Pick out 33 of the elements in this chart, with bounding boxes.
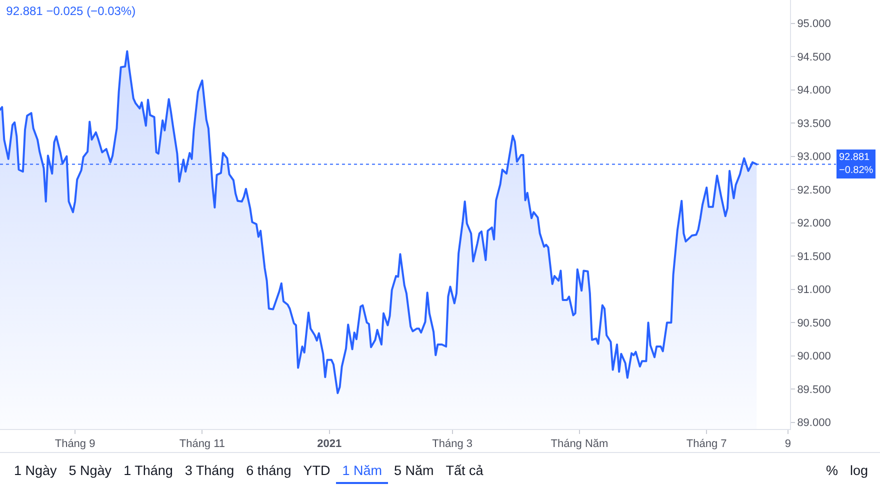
range-label: Tất cả <box>444 462 484 480</box>
x-tick-label: Tháng 3 <box>432 438 473 450</box>
y-tick-label: 91.500 <box>797 250 831 263</box>
y-tick-label: 90.000 <box>797 350 831 363</box>
range-label: 1 Ngày <box>13 462 58 480</box>
chart-title: 92.881 −0.025 (−0.03%) <box>6 4 136 18</box>
range-label: 3 Tháng <box>184 462 236 480</box>
x-tick-label: Tháng Năm <box>550 438 608 450</box>
selected-range-tab: 1 Năm <box>336 458 388 484</box>
ref-line-label: 92.881 −0.82% <box>839 152 874 176</box>
y-tick-label: 92.500 <box>797 184 831 196</box>
x-tick-label: Tháng 9 <box>54 438 96 450</box>
range-label: YTD <box>302 462 332 480</box>
y-tick-label: 95.000 <box>797 18 831 30</box>
x-tick-label: 9 <box>784 438 791 450</box>
y-tick-label: 94.500 <box>797 51 831 64</box>
y-tick-label: 89.500 <box>797 384 831 396</box>
x-tick-label: 2021 <box>317 438 342 450</box>
range-label: 5 Ngày <box>68 462 113 480</box>
y-tick-label: 89.000 <box>797 417 831 430</box>
scale-label: log <box>848 462 869 480</box>
x-tick-label: Tháng 11 <box>179 438 226 450</box>
scale-label: % <box>824 462 839 480</box>
y-tick-label: 91.000 <box>797 284 831 296</box>
y-tick-label: 92.000 <box>797 218 831 230</box>
x-tick-label: Tháng 7 <box>686 438 727 450</box>
range-label: 6 tháng <box>245 462 292 480</box>
range-label: 5 Năm <box>392 462 435 480</box>
y-tick-label: 90.500 <box>797 317 831 330</box>
y-tick-label: 93.000 <box>797 151 831 164</box>
y-tick-label: 93.500 <box>797 118 831 130</box>
y-tick-label: 94.000 <box>797 84 831 97</box>
range-label: 1 Tháng <box>122 462 174 480</box>
